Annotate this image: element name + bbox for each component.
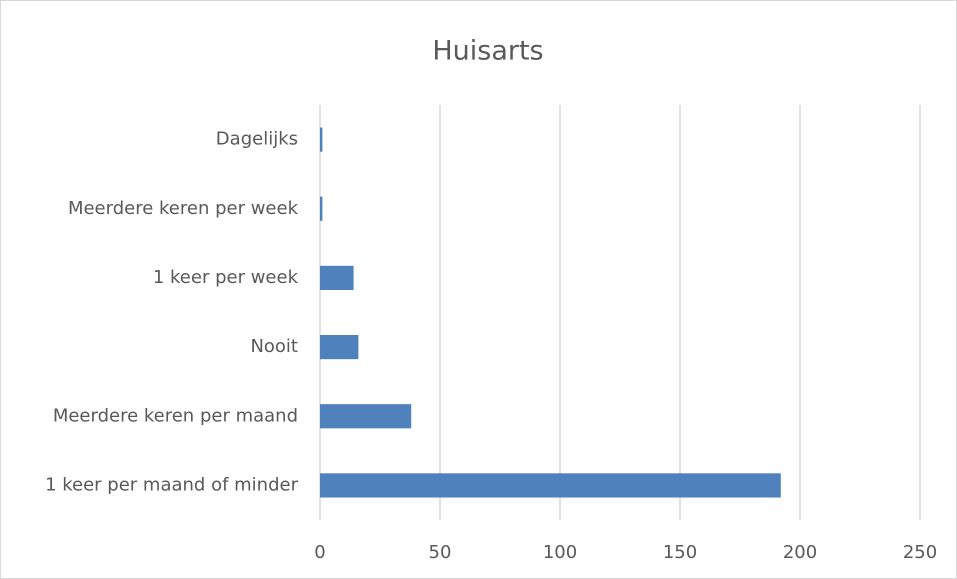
y-tick-label: 1 keer per week — [153, 267, 299, 288]
x-tick-label: 100 — [543, 542, 577, 563]
bar — [320, 404, 412, 429]
x-tick-label: 250 — [903, 542, 937, 563]
y-tick-label: Dagelijks — [216, 129, 298, 150]
x-tick-label: 50 — [429, 542, 452, 563]
y-tick-label: Meerdere keren per week — [68, 198, 299, 219]
y-tick-label: Meerdere keren per maand — [53, 405, 298, 426]
chart-title: Huisarts — [432, 36, 543, 67]
x-tick-label: 0 — [314, 542, 325, 563]
bar — [320, 265, 354, 291]
x-tick-label: 150 — [663, 542, 697, 563]
y-tick-label: Nooit — [250, 336, 298, 357]
bar — [320, 196, 323, 221]
bar — [320, 473, 781, 498]
bar — [320, 334, 359, 360]
x-tick-label: 200 — [783, 542, 817, 563]
bar — [320, 127, 323, 152]
y-tick-label: 1 keer per maand of minder — [45, 474, 299, 495]
